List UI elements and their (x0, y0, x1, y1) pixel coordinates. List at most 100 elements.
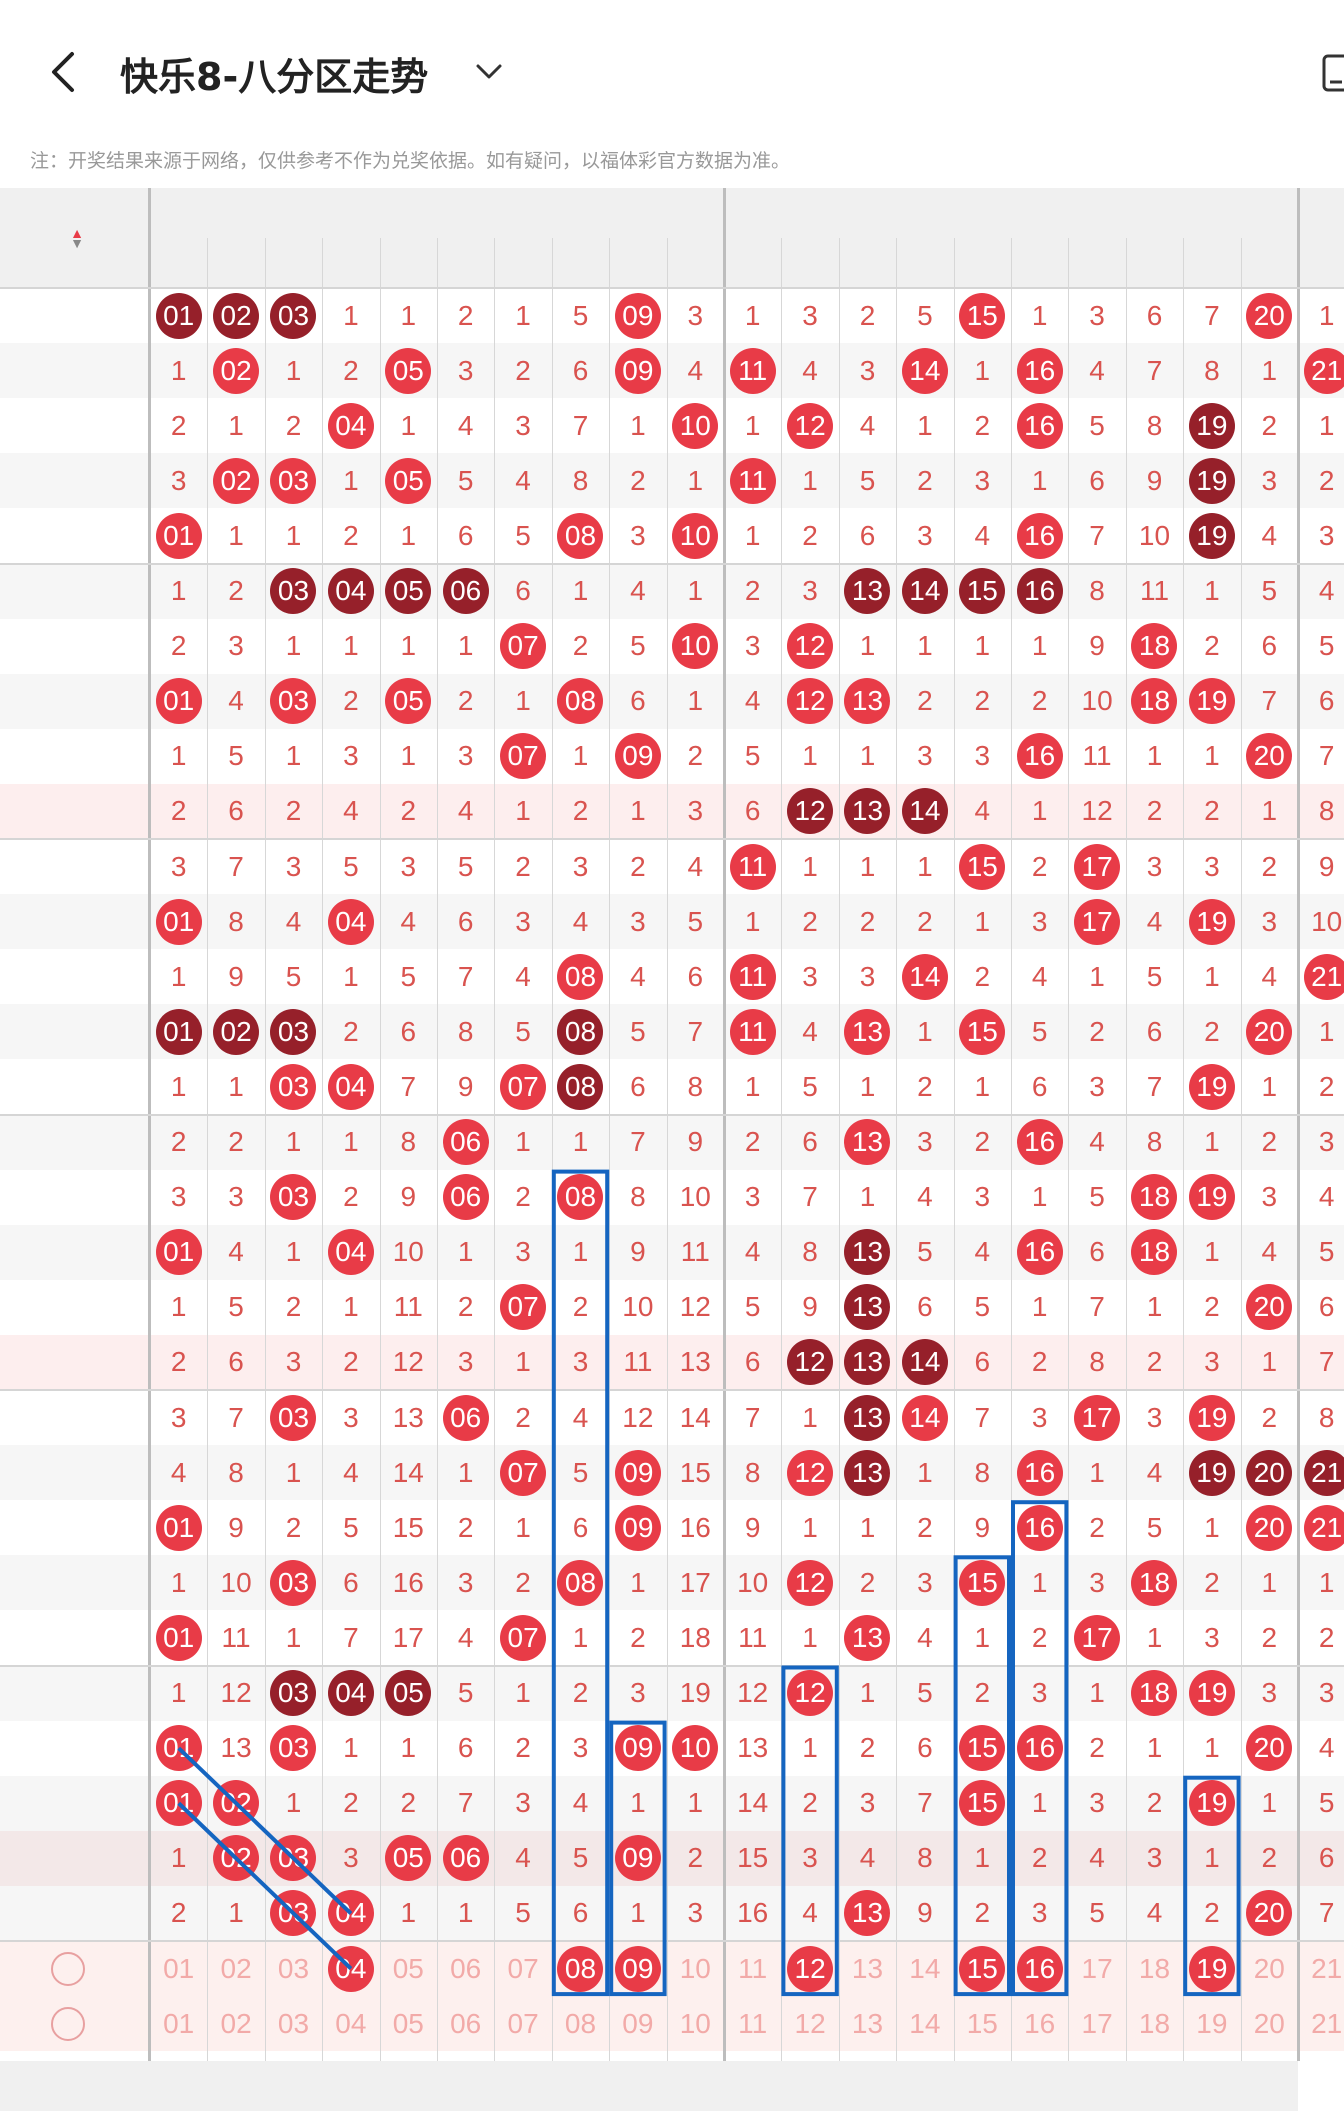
number-cell-06[interactable]: 3 (437, 729, 494, 784)
number-cell-03[interactable]: 03 (265, 1004, 322, 1059)
number-cell-02[interactable]: 8 (207, 894, 264, 949)
selection-cell-17[interactable]: 17 (1068, 1996, 1125, 2051)
number-cell-13[interactable]: 13 (839, 1886, 896, 1941)
number-cell-13[interactable]: 2 (839, 1721, 896, 1776)
number-cell-08[interactable]: 2 (552, 1280, 609, 1335)
selection-cell-09[interactable]: 09 (609, 1996, 666, 2051)
number-cell-03[interactable]: 5 (265, 949, 322, 1004)
number-cell-19[interactable]: 1 (1183, 729, 1240, 784)
selection-cell-08[interactable]: 08 (552, 1941, 609, 1996)
number-cell-17[interactable]: 6 (1068, 1225, 1125, 1280)
number-cell-15[interactable]: 8 (954, 1445, 1011, 1500)
number-cell-18[interactable]: 18 (1126, 1170, 1183, 1225)
number-cell-10[interactable]: 7 (667, 1004, 724, 1059)
number-cell-01[interactable]: 1 (150, 1280, 207, 1335)
number-cell-20[interactable]: 20 (1241, 729, 1298, 784)
number-cell-16[interactable]: 2 (1011, 839, 1068, 894)
number-cell-03[interactable]: 03 (265, 1666, 322, 1721)
number-cell-09[interactable]: 09 (609, 288, 666, 343)
number-cell-17[interactable]: 17 (1068, 1390, 1125, 1445)
number-cell-07[interactable]: 5 (494, 1004, 551, 1059)
number-cell-05[interactable]: 6 (380, 1004, 437, 1059)
number-cell-21[interactable]: 6 (1298, 674, 1344, 729)
number-cell-03[interactable]: 03 (265, 1059, 322, 1114)
number-cell-08[interactable]: 1 (552, 1225, 609, 1280)
number-cell-07[interactable]: 07 (494, 619, 551, 674)
number-cell-20[interactable]: 1 (1241, 1335, 1298, 1390)
number-cell-03[interactable]: 1 (265, 729, 322, 784)
number-cell-04[interactable]: 4 (322, 1445, 379, 1500)
number-cell-07[interactable]: 07 (494, 1280, 551, 1335)
number-cell-02[interactable]: 11 (207, 1610, 264, 1665)
number-cell-11[interactable]: 1 (724, 894, 781, 949)
number-cell-01[interactable]: 1 (150, 1666, 207, 1721)
number-cell-02[interactable]: 7 (207, 839, 264, 894)
number-cell-03[interactable]: 1 (265, 1776, 322, 1831)
number-cell-05[interactable]: 05 (380, 453, 437, 508)
number-cell-13[interactable]: 13 (839, 1115, 896, 1170)
number-cell-17[interactable]: 1 (1068, 1445, 1125, 1500)
number-cell-02[interactable]: 02 (207, 1004, 264, 1059)
number-cell-19[interactable]: 1 (1183, 1115, 1240, 1170)
number-cell-13[interactable]: 1 (839, 729, 896, 784)
number-cell-02[interactable]: 6 (207, 784, 264, 839)
number-cell-06[interactable]: 4 (437, 398, 494, 453)
number-cell-13[interactable]: 5 (839, 453, 896, 508)
number-cell-07[interactable]: 1 (494, 1115, 551, 1170)
number-cell-07[interactable]: 2 (494, 839, 551, 894)
number-cell-06[interactable]: 06 (437, 1390, 494, 1445)
number-cell-21[interactable]: 1 (1298, 1555, 1344, 1610)
number-cell-14[interactable]: 2 (896, 1059, 953, 1114)
number-cell-02[interactable]: 7 (207, 1390, 264, 1445)
number-cell-04[interactable]: 7 (322, 1610, 379, 1665)
number-cell-05[interactable]: 13 (380, 1390, 437, 1445)
number-cell-02[interactable]: 4 (207, 1225, 264, 1280)
number-cell-17[interactable]: 4 (1068, 1831, 1125, 1886)
number-cell-09[interactable]: 2 (609, 453, 666, 508)
number-cell-14[interactable]: 1 (896, 1445, 953, 1500)
number-cell-02[interactable]: 9 (207, 949, 264, 1004)
number-cell-21[interactable]: 5 (1298, 1225, 1344, 1280)
number-cell-01[interactable]: 2 (150, 398, 207, 453)
selection-cell-03[interactable]: 03 (265, 1941, 322, 1996)
number-cell-19[interactable]: 2 (1183, 1280, 1240, 1335)
number-cell-20[interactable]: 6 (1241, 619, 1298, 674)
number-cell-09[interactable]: 3 (609, 1666, 666, 1721)
number-cell-18[interactable]: 5 (1126, 1500, 1183, 1555)
number-cell-16[interactable]: 16 (1011, 1500, 1068, 1555)
number-cell-06[interactable]: 2 (437, 674, 494, 729)
number-cell-10[interactable]: 9 (667, 1115, 724, 1170)
number-cell-10[interactable]: 12 (667, 1280, 724, 1335)
number-cell-15[interactable]: 1 (954, 343, 1011, 398)
number-cell-19[interactable]: 3 (1183, 1610, 1240, 1665)
number-cell-06[interactable]: 4 (437, 1610, 494, 1665)
selection-cell-06[interactable]: 06 (437, 1996, 494, 2051)
number-cell-18[interactable]: 5 (1126, 949, 1183, 1004)
number-cell-09[interactable]: 4 (609, 564, 666, 619)
number-cell-05[interactable]: 1 (380, 729, 437, 784)
selection-cell-21[interactable]: 21 (1298, 1996, 1344, 2051)
number-cell-02[interactable]: 02 (207, 288, 264, 343)
number-cell-21[interactable]: 7 (1298, 729, 1344, 784)
number-cell-18[interactable]: 4 (1126, 1445, 1183, 1500)
number-cell-05[interactable]: 1 (380, 1886, 437, 1941)
number-cell-03[interactable]: 03 (265, 1555, 322, 1610)
number-cell-08[interactable]: 7 (552, 398, 609, 453)
selection-cell-10[interactable]: 10 (667, 1941, 724, 1996)
number-cell-11[interactable]: 1 (724, 508, 781, 563)
number-cell-05[interactable]: 1 (380, 619, 437, 674)
number-cell-06[interactable]: 4 (437, 784, 494, 839)
number-cell-09[interactable]: 2 (609, 839, 666, 894)
number-cell-13[interactable]: 13 (839, 1004, 896, 1059)
number-cell-05[interactable]: 05 (380, 1831, 437, 1886)
number-cell-07[interactable]: 3 (494, 1225, 551, 1280)
number-cell-02[interactable]: 4 (207, 674, 264, 729)
number-cell-08[interactable]: 4 (552, 1776, 609, 1831)
number-cell-14[interactable]: 4 (896, 1170, 953, 1225)
number-cell-20[interactable]: 3 (1241, 1170, 1298, 1225)
number-cell-01[interactable]: 3 (150, 1390, 207, 1445)
number-cell-20[interactable]: 2 (1241, 398, 1298, 453)
number-cell-15[interactable]: 5 (954, 1280, 1011, 1335)
number-cell-08[interactable]: 1 (552, 1610, 609, 1665)
number-cell-03[interactable]: 2 (265, 398, 322, 453)
